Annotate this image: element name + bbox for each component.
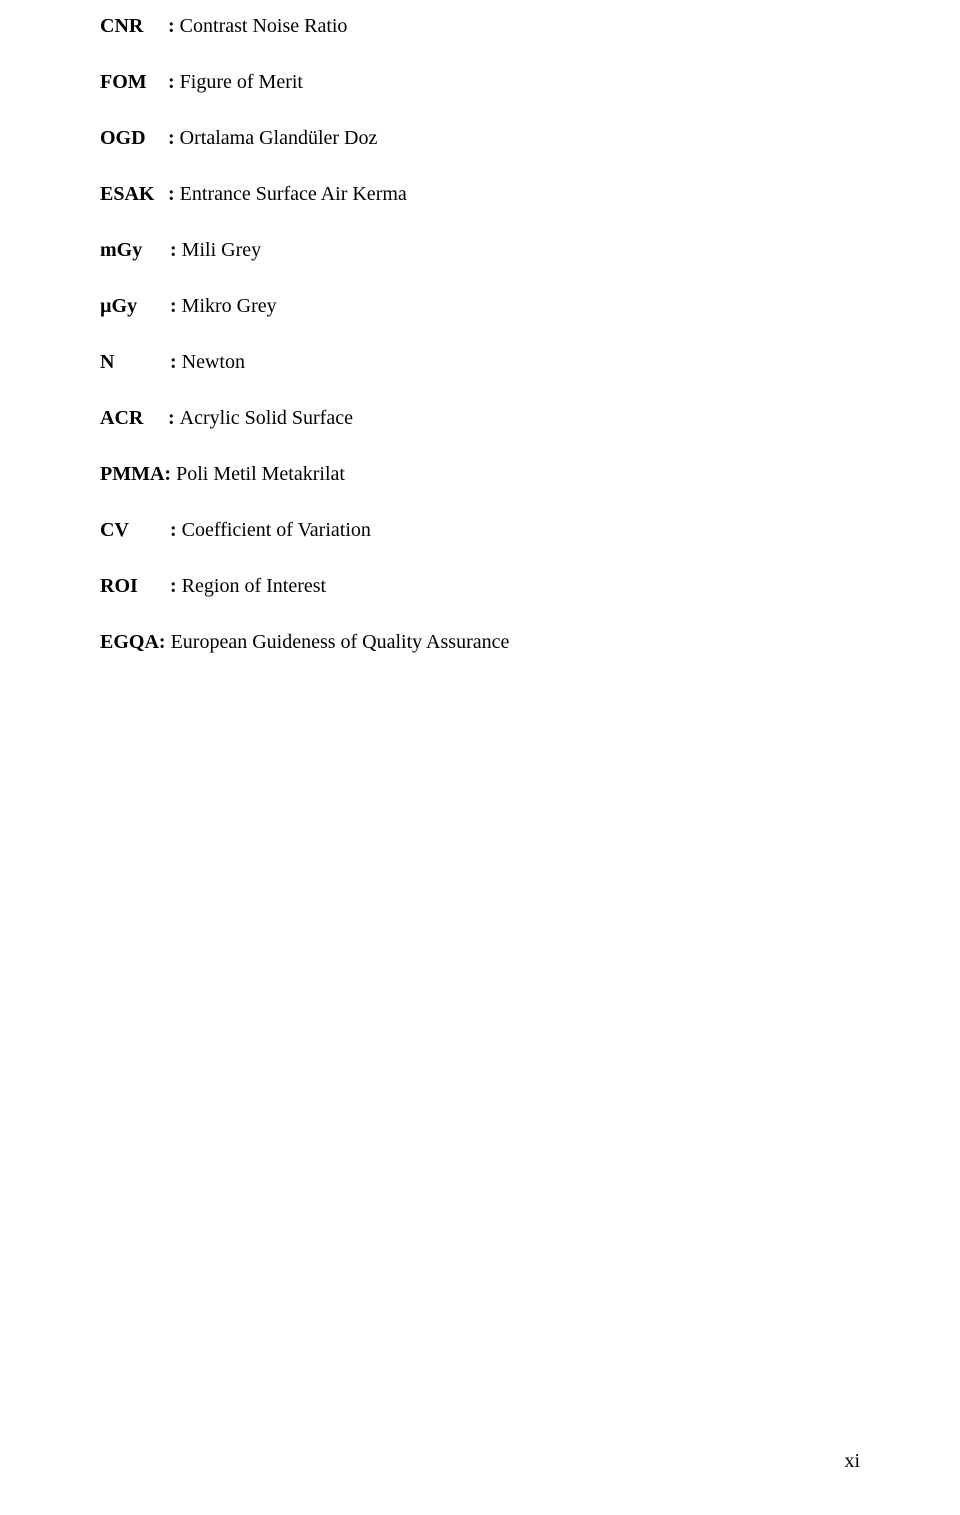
abbreviation-list: CNR: Contrast Noise Ratio FOM: Figure of…	[0, 0, 960, 656]
entry-ugy: µGy: Mikro Grey	[100, 292, 860, 320]
entry-fom: FOM: Figure of Merit	[100, 68, 860, 96]
def-acr: Acrylic Solid Surface	[180, 407, 353, 429]
colon: :	[168, 127, 180, 149]
entry-roi: ROI: Region of Interest	[100, 572, 860, 600]
abbr-cnr: CNR	[100, 12, 168, 40]
entry-ogd: OGD: Ortalama Glandüler Doz	[100, 124, 860, 152]
entry-cv: CV: Coefficient of Variation	[100, 516, 860, 544]
entry-egqa: EGQA: European Guideness of Quality Assu…	[100, 628, 860, 656]
colon: :	[170, 575, 182, 597]
abbr-ugy: µGy	[100, 292, 170, 320]
def-ogd: Ortalama Glandüler Doz	[180, 127, 378, 149]
abbr-egqa: EGQA:	[100, 631, 166, 653]
def-cv: Coefficient of Variation	[182, 519, 371, 541]
def-pmma: Poli Metil Metakrilat	[171, 463, 345, 485]
entry-mgy: mGy: Mili Grey	[100, 236, 860, 264]
entry-n: N: Newton	[100, 348, 860, 376]
page-number: xi	[844, 1450, 860, 1473]
colon: :	[170, 239, 182, 261]
colon: :	[168, 15, 180, 37]
def-egqa: European Guideness of Quality Assurance	[166, 631, 510, 653]
entry-esak: ESAK: Entrance Surface Air Kerma	[100, 180, 860, 208]
entry-acr: ACR: Acrylic Solid Surface	[100, 404, 860, 432]
def-cnr: Contrast Noise Ratio	[180, 15, 348, 37]
abbr-pmma: PMMA:	[100, 463, 171, 485]
abbr-cv: CV	[100, 516, 170, 544]
colon: :	[170, 519, 182, 541]
colon: :	[170, 351, 182, 373]
def-fom: Figure of Merit	[180, 71, 303, 93]
colon: :	[168, 183, 180, 205]
colon: :	[170, 295, 182, 317]
def-ugy: Mikro Grey	[182, 295, 277, 317]
abbr-acr: ACR	[100, 404, 168, 432]
abbr-esak: ESAK	[100, 180, 168, 208]
def-esak: Entrance Surface Air Kerma	[180, 183, 407, 205]
abbr-fom: FOM	[100, 68, 168, 96]
def-n: Newton	[182, 351, 245, 373]
abbr-n: N	[100, 348, 170, 376]
abbr-ogd: OGD	[100, 124, 168, 152]
abbr-mgy: mGy	[100, 236, 170, 264]
colon: :	[168, 71, 180, 93]
entry-cnr: CNR: Contrast Noise Ratio	[100, 12, 860, 40]
colon: :	[168, 407, 180, 429]
abbr-roi: ROI	[100, 572, 170, 600]
def-roi: Region of Interest	[182, 575, 326, 597]
def-mgy: Mili Grey	[182, 239, 261, 261]
entry-pmma: PMMA: Poli Metil Metakrilat	[100, 460, 860, 488]
